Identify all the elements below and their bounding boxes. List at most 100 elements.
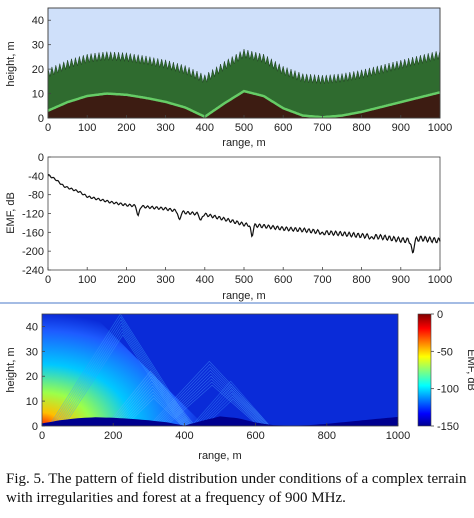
colorbar-tick-label: -100 [437, 384, 459, 396]
y-tick-label: 0 [38, 152, 44, 164]
heatmap-ray [125, 397, 183, 426]
emf-x-ticks: 0 100 200 300 400 500 600 700 800 900 1000 [45, 267, 452, 286]
x-tick-label: 800 [318, 430, 336, 442]
y-tick-label: -200 [22, 246, 44, 258]
x-tick-label: 800 [352, 274, 370, 286]
emf-y-ticks: 0 -40 -80 -120 -160 -200 -240 [22, 152, 51, 277]
figure-caption: Fig. 5. The pattern of field distributio… [6, 471, 467, 506]
y-tick-label: -240 [22, 265, 44, 277]
x-tick-label: 400 [196, 122, 214, 134]
colorbar-tick-label: 0 [437, 309, 443, 321]
y-tick-label: -120 [22, 209, 44, 221]
x-tick-label: 100 [78, 274, 96, 286]
heatmap-ray [204, 398, 262, 426]
heatmap-y-ticks: 0 10 20 30 40 [26, 321, 45, 433]
heatmap-ray [148, 360, 271, 426]
heatmap-ray [48, 314, 192, 426]
x-tick-label: 200 [117, 274, 135, 286]
heatmap-ray [191, 380, 271, 426]
emf-plot-area [47, 156, 441, 271]
heatmap-ground [42, 416, 398, 426]
heatmap-ray [150, 363, 269, 426]
colorbar-ticks: 0 -50 -100 -150 [431, 309, 459, 433]
heatmap-ray [193, 383, 269, 426]
heatmap-ray [163, 381, 261, 426]
x-tick-label: 600 [274, 274, 292, 286]
x-tick-label: 900 [392, 274, 410, 286]
y-tick-label: 40 [26, 321, 38, 333]
terrain-edge-line [47, 89, 441, 119]
emf-x-label: range, m [222, 290, 265, 302]
x-tick-label: 0 [45, 122, 51, 134]
heatmap-y-label: height, m [5, 347, 17, 392]
heatmap-ray [118, 388, 187, 426]
y-tick-label: 40 [32, 15, 44, 27]
x-tick-label: 0 [45, 274, 51, 286]
y-tick-label: 30 [32, 40, 44, 52]
y-tick-label: 10 [32, 89, 44, 101]
y-tick-label: -80 [28, 190, 44, 202]
colorbar [417, 313, 432, 427]
x-tick-label: 200 [117, 122, 135, 134]
x-tick-label: 600 [274, 122, 292, 134]
heatmap-ray [63, 334, 182, 426]
heatmap-ray [107, 373, 194, 426]
heatmap-ray [199, 392, 265, 426]
heatmap-ray [157, 372, 265, 426]
y-tick-label: 20 [26, 371, 38, 383]
x-tick-label: 700 [313, 122, 331, 134]
x-tick-label: 500 [235, 122, 253, 134]
y-tick-label: 0 [38, 113, 44, 125]
emf-y-label: EMF, dB [5, 192, 17, 234]
x-tick-label: 600 [246, 430, 264, 442]
heatmap-x-label: range, m [198, 450, 241, 462]
heatmap-ray [152, 366, 268, 426]
heatmap-x-ticks: 0 200 400 600 800 1000 [39, 423, 410, 442]
heatmap-ray [122, 394, 184, 426]
terrain-x-label: range, m [222, 137, 265, 149]
x-tick-label: 400 [175, 430, 193, 442]
heatmap-ray [195, 386, 268, 426]
heatmap-ray [201, 395, 263, 426]
x-tick-label: 400 [196, 274, 214, 286]
colorbar-label: EMF, dB [465, 349, 474, 391]
terrain-panel: 0 100 200 300 400 500 600 700 800 900 1000 0 10 20 30… [5, 7, 452, 149]
x-tick-label: 100 [78, 122, 96, 134]
x-tick-label: 800 [352, 122, 370, 134]
x-tick-label: 1000 [428, 122, 452, 134]
x-tick-label: 900 [392, 122, 410, 134]
colorbar-tick-label: -150 [437, 421, 459, 433]
y-tick-label: 30 [26, 346, 38, 358]
terrain-y-ticks: 0 10 20 30 40 [32, 15, 51, 125]
heatmap-ray [120, 391, 186, 426]
heatmap-ray [165, 384, 259, 426]
x-tick-label: 1000 [428, 274, 452, 286]
colorbar-tick-label: -50 [437, 346, 453, 358]
x-tick-label: 200 [104, 430, 122, 442]
heatmap-ray [59, 328, 185, 426]
heatmap-ray [105, 370, 196, 426]
y-tick-label: 10 [26, 396, 38, 408]
heatmap-ray [51, 316, 191, 426]
terrain-x-ticks: 0 100 200 300 400 500 600 700 800 900 1000 [45, 115, 452, 134]
x-tick-label: 300 [156, 274, 174, 286]
heatmap-beam [42, 314, 205, 426]
emf-line [47, 174, 441, 254]
x-tick-label: 0 [39, 430, 45, 442]
x-tick-label: 700 [313, 274, 331, 286]
y-tick-label: 0 [32, 421, 38, 433]
heatmap-ray [61, 331, 184, 426]
x-tick-label: 1000 [386, 430, 410, 442]
terrain-y-label: height, m [5, 41, 17, 86]
x-tick-label: 300 [156, 122, 174, 134]
heatmap-ray [154, 369, 266, 426]
y-tick-label: -40 [28, 171, 44, 183]
heatmap-rays [48, 314, 271, 426]
y-tick-label: -160 [22, 227, 44, 239]
heatmap-ray [197, 389, 266, 426]
heatmap-panel: 0 200 400 600 800 1000 0 10 20 30 40 range, m hei… [5, 309, 474, 462]
y-tick-label: 20 [32, 64, 44, 76]
terrain-area [48, 91, 440, 118]
x-tick-label: 500 [235, 274, 253, 286]
